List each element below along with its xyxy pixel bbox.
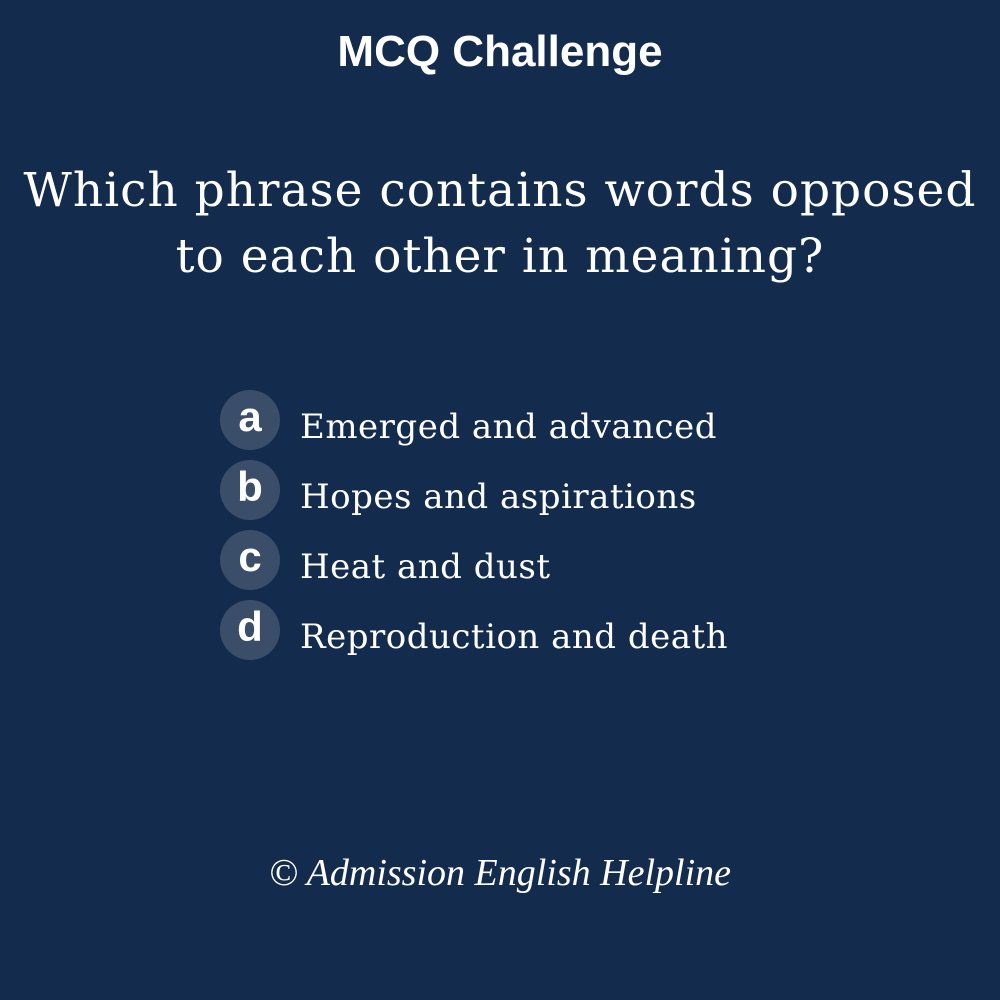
- option-letter-badge: d: [220, 600, 280, 660]
- option-a[interactable]: a Emerged and advanced: [220, 390, 920, 460]
- option-letter-badge: c: [220, 530, 280, 590]
- question-line-1: Which phrase contains words opposed: [23, 163, 977, 218]
- option-text: Hopes and aspirations: [300, 477, 697, 517]
- option-text: Reproduction and death: [300, 617, 729, 657]
- option-letter-badge: b: [220, 460, 280, 520]
- option-d[interactable]: d Reproduction and death: [220, 600, 920, 670]
- question-text: Which phrase contains words opposed to e…: [0, 158, 1000, 290]
- option-b[interactable]: b Hopes and aspirations: [220, 460, 920, 530]
- option-text: Heat and dust: [300, 547, 551, 587]
- question-line-2: to each other in meaning?: [175, 229, 825, 284]
- option-letter-badge: a: [220, 390, 280, 450]
- option-c[interactable]: c Heat and dust: [220, 530, 920, 600]
- page-title: MCQ Challenge: [337, 27, 663, 76]
- options-list: a Emerged and advanced b Hopes and aspir…: [220, 390, 920, 670]
- option-text: Emerged and advanced: [300, 407, 717, 447]
- copyright-footer: © Admission English Helpline: [269, 852, 731, 894]
